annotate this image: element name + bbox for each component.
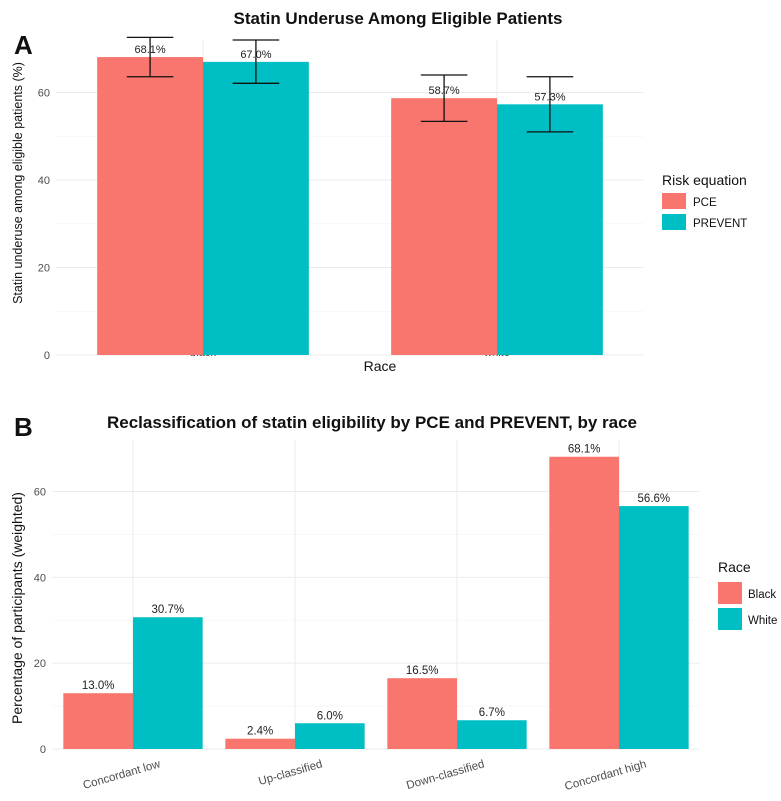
data-label-pce-black: 68.1% xyxy=(134,44,165,56)
bar-pce-white xyxy=(391,98,497,355)
chart-b-legend: Race Black White xyxy=(718,559,777,630)
chart-a-x-axis-label: Race xyxy=(364,358,397,374)
chart-b-legend-title: Race xyxy=(718,559,751,575)
chart-b-title: Reclassification of statin eligibility b… xyxy=(107,413,637,432)
error-bar-prevent-white xyxy=(526,76,574,133)
y-tick-label: 40 xyxy=(34,572,46,584)
chart-b-legend-label-black: Black xyxy=(748,589,776,601)
bar-white-concordant-high xyxy=(619,506,689,749)
bar-black-concordant-high xyxy=(549,456,619,749)
bar-pce-black xyxy=(97,57,203,355)
chart-a-bars xyxy=(97,57,603,355)
chart-b-x-ticks: Concordant low Up-classified Down-classifi… xyxy=(82,758,648,793)
bar-black-up-classified xyxy=(225,738,295,749)
data-label-white-up-classified: 6.0% xyxy=(317,710,343,722)
chart-b-data-labels: 13.0% 2.4% 16.5% 68.1% 30.7% 6.0% 6.7% 56.6% xyxy=(82,444,670,738)
bar-black-down-classified xyxy=(387,678,457,749)
chart-a-title: Statin Underuse Among Eligible Patients xyxy=(233,9,562,28)
bar-white-down-classified xyxy=(457,720,527,749)
chart-b-legend-label-white: White xyxy=(748,615,777,627)
data-label-prevent-black: 67.0% xyxy=(240,49,271,61)
data-label-black-down-classified: 16.5% xyxy=(406,665,439,677)
bar-white-up-classified xyxy=(295,723,365,749)
chart-a-legend-title: Risk equation xyxy=(662,172,747,188)
data-label-white-concordant-low: 30.7% xyxy=(152,604,185,616)
data-label-white-concordant-high: 56.6% xyxy=(638,493,671,505)
panel-a: A Statin Underuse Among Eligible Patient… xyxy=(11,9,747,374)
chart-b-y-axis-label: Percentage of participants (weighted) xyxy=(9,492,25,724)
panel-b-letter: B xyxy=(14,412,33,442)
y-tick-label: 0 xyxy=(44,350,50,362)
chart-a-y-ticks: 0 20 40 60 xyxy=(38,88,50,363)
chart-b-bars xyxy=(63,456,689,749)
data-label-black-concordant-low: 13.0% xyxy=(82,680,115,692)
data-label-pce-white: 58.7% xyxy=(428,85,459,97)
y-tick-label: 60 xyxy=(34,487,46,499)
data-label-black-concordant-high: 68.1% xyxy=(568,444,601,456)
data-label-white-down-classified: 6.7% xyxy=(479,707,505,719)
chart-b-y-ticks: 0 20 40 60 xyxy=(34,487,46,757)
error-bar-pce-black xyxy=(126,36,174,78)
y-tick-label: 60 xyxy=(38,88,50,100)
chart-a-legend-label-pce: PCE xyxy=(693,197,717,209)
data-label-prevent-white: 57.3% xyxy=(534,91,565,103)
chart-a-y-axis-label: Statin underuse among eligible patients … xyxy=(11,62,25,304)
bar-prevent-black xyxy=(203,61,309,355)
chart-a-legend-label-prevent: PREVENT xyxy=(693,218,747,230)
y-tick-label: 20 xyxy=(38,263,50,275)
x-tick-label-concordant-low: Concordant low xyxy=(82,758,163,792)
y-tick-label: 0 xyxy=(40,744,46,756)
data-label-black-up-classified: 2.4% xyxy=(247,726,273,738)
x-tick-label-up-classified: Up-classified xyxy=(257,758,324,788)
chart-a-data-labels: 68.1% 58.7% 67.0% 57.3% xyxy=(134,44,565,103)
chart-a-legend: Risk equation PCE PREVENT xyxy=(662,172,747,230)
bar-white-concordant-low xyxy=(133,617,203,749)
panel-a-letter: A xyxy=(14,30,33,60)
x-tick-label-down-classified: Down-classified xyxy=(405,758,486,792)
error-bar-prevent-black xyxy=(232,39,280,84)
y-tick-label: 40 xyxy=(38,175,50,187)
panel-b: B Reclassification of statin eligibility… xyxy=(9,412,777,793)
chart-b-legend-swatch-white xyxy=(718,608,742,630)
chart-a-legend-swatch-prevent xyxy=(662,214,686,230)
chart-b-legend-swatch-black xyxy=(718,582,742,604)
y-tick-label: 20 xyxy=(34,658,46,670)
chart-a-error-bars xyxy=(126,36,574,133)
chart-a-legend-swatch-pce xyxy=(662,193,686,209)
error-bar-pce-white xyxy=(420,74,468,123)
bar-black-concordant-low xyxy=(63,693,134,749)
x-tick-label-concordant-high: Concordant high xyxy=(563,758,647,793)
bar-prevent-white xyxy=(497,104,603,355)
